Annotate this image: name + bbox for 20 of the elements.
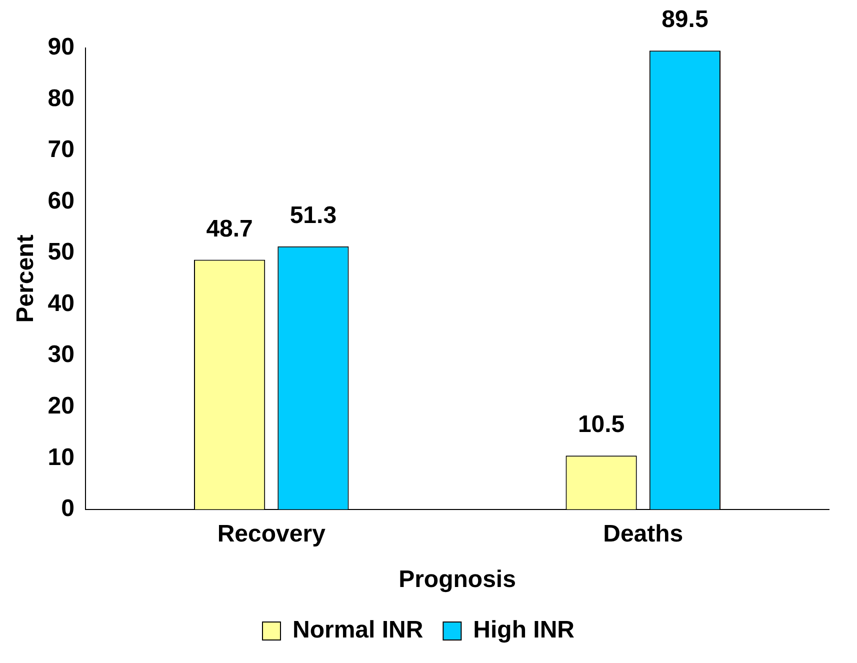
y-tick-label: 0 <box>61 495 74 522</box>
y-tick-label: 20 <box>48 392 74 420</box>
legend-label: High INR <box>473 616 575 644</box>
y-tick-label: 10 <box>48 444 74 471</box>
y-axis-title: Percent <box>12 234 40 323</box>
y-tick-label: 90 <box>48 34 74 61</box>
y-tick-label: 80 <box>48 84 74 112</box>
data-label: 10.5 <box>578 411 625 438</box>
x-axis-title: Prognosis <box>398 566 516 594</box>
y-tick-label: 50 <box>48 238 74 266</box>
y-tick-label: 30 <box>48 341 74 368</box>
data-label: 89.5 <box>662 6 708 34</box>
data-label: 48.7 <box>206 215 253 242</box>
legend-label: Normal INR <box>292 616 424 644</box>
y-tick-label: 40 <box>48 290 74 317</box>
x-tick-label: Deaths <box>603 520 684 548</box>
data-label: 51.3 <box>290 202 337 230</box>
y-tick-label: 70 <box>48 136 74 164</box>
x-tick-label: Recovery <box>217 520 326 548</box>
y-tick-label: 60 <box>48 187 74 214</box>
